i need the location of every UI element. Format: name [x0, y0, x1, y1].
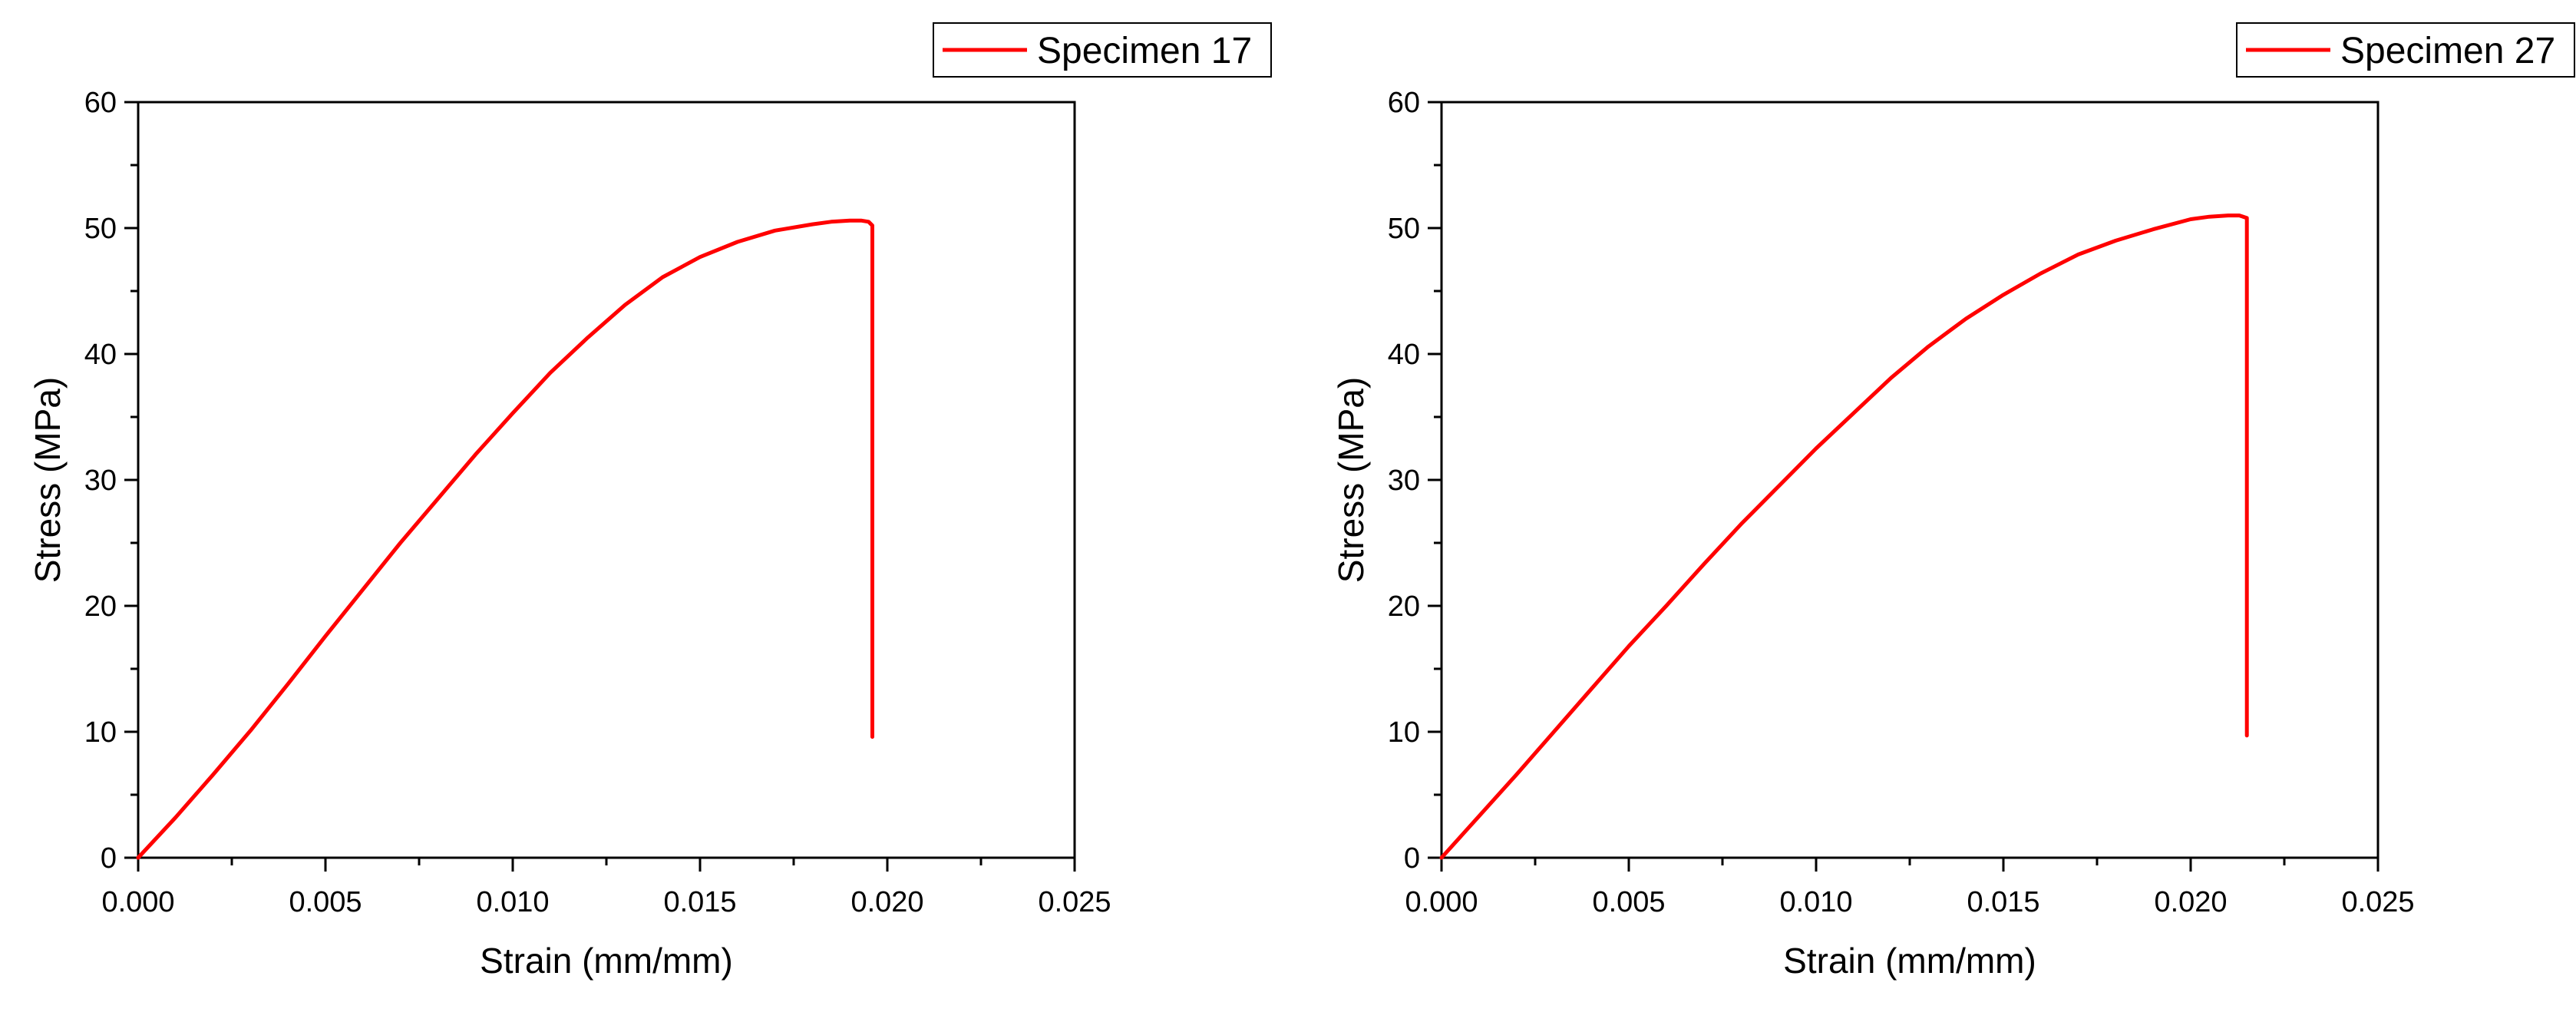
- chart-svg: 0.000 0.005 0.010 0.015 0.020 0.025 0 10 20 30 40 5…: [28, 22, 1272, 981]
- chart-svg: 0.000 0.005 0.010 0.015 0.020 0.025 0 10 20 30 40 5…: [1331, 22, 2575, 981]
- x-tick-label: 0.020: [850, 886, 923, 918]
- x-axis-title: Strain (mm/mm): [480, 941, 733, 981]
- series-line: [1439, 213, 2249, 860]
- x-axis-title: Strain (mm/mm): [1783, 941, 2036, 981]
- y-tick-label: 40: [1388, 339, 1420, 371]
- x-tick-label: 0.005: [1592, 886, 1665, 918]
- y-tick-label: 60: [84, 87, 117, 119]
- legend: Specimen 27: [2236, 22, 2575, 78]
- x-tick-label: 0.015: [663, 886, 736, 918]
- y-axis-title: Stress (MPa): [1331, 377, 1371, 583]
- x-tick-label: 0.005: [289, 886, 362, 918]
- plot-frame: [137, 101, 1076, 859]
- y-tick-label: 60: [1388, 87, 1420, 119]
- y-tick-label: 40: [84, 339, 117, 371]
- y-tick-label: 30: [1388, 465, 1420, 497]
- y-tick-label: 0: [101, 842, 117, 875]
- legend: Specimen 17: [933, 22, 1272, 78]
- x-tick-label: 0.015: [1967, 886, 2039, 918]
- y-tick-label: 50: [84, 213, 117, 245]
- y-tick-label: 10: [84, 716, 117, 749]
- x-tick-label: 0.010: [1779, 886, 1852, 918]
- x-tick-label: 0.025: [2341, 886, 2414, 918]
- legend-label: Specimen 27: [2340, 31, 2555, 71]
- y-tick-label: 20: [1388, 591, 1420, 623]
- stress-strain-chart-specimen-27: 0.000 0.005 0.010 0.015 0.020 0.025 0 10 20 30 40 5…: [1303, 0, 2576, 1009]
- y-tick-label: 30: [84, 465, 117, 497]
- x-tick-label: 0.020: [2154, 886, 2227, 918]
- legend-label: Specimen 17: [1037, 31, 1252, 71]
- y-tick-label: 50: [1388, 213, 1420, 245]
- y-tick-label: 0: [1404, 842, 1420, 875]
- y-axis-title: Stress (MPa): [28, 377, 68, 583]
- x-tick-label: 0.000: [101, 886, 174, 918]
- series-line: [136, 218, 874, 860]
- x-tick-label: 0.025: [1038, 886, 1111, 918]
- y-tick-label: 10: [1388, 716, 1420, 749]
- x-tick-label: 0.010: [476, 886, 549, 918]
- stress-strain-chart-specimen-17: 0.000 0.005 0.010 0.015 0.020 0.025 0 10 20 30 40 5…: [28, 22, 1272, 981]
- y-tick-label: 20: [84, 591, 117, 623]
- x-tick-label: 0.000: [1405, 886, 1478, 918]
